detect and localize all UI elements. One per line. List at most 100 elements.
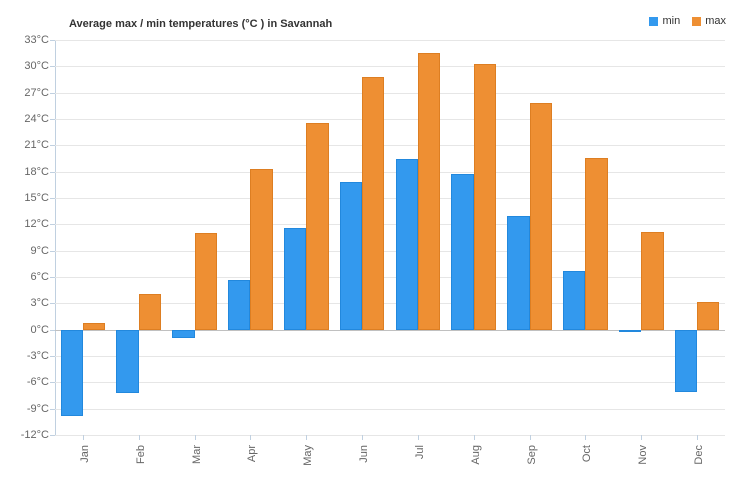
bar-min[interactable] [507,216,529,329]
x-axis-label: Oct [581,445,611,462]
y-tick [50,224,55,225]
bar-max[interactable] [195,233,217,330]
y-tick [50,145,55,146]
y-tick [50,66,55,67]
x-axis-label: May [302,445,332,466]
bar-min[interactable] [619,330,641,332]
y-axis-label: -3°C [27,350,49,362]
bar-max[interactable] [530,103,552,329]
bar-min[interactable] [116,330,138,393]
y-axis-label: 30°C [24,60,49,72]
y-axis-label: 33°C [24,34,49,46]
y-tick [50,119,55,120]
y-axis-label: 21°C [24,139,49,151]
legend-label-min: min [662,15,680,27]
x-tick [195,435,196,440]
gridline [55,198,725,199]
bar-max[interactable] [362,77,384,330]
bar-min[interactable] [172,330,194,338]
gridline [55,356,725,357]
legend-item-min[interactable]: min [649,15,680,27]
bar-max[interactable] [474,64,496,330]
x-tick [418,435,419,440]
x-tick [306,435,307,440]
x-axis-label: Jun [358,445,388,463]
x-axis-label: Jul [414,445,444,459]
bar-max[interactable] [250,169,272,330]
bar-min[interactable] [228,280,250,330]
y-tick [50,40,55,41]
bar-max[interactable] [697,302,719,330]
gridline [55,435,725,436]
legend-item-max[interactable]: max [692,15,726,27]
bar-max[interactable] [139,294,161,330]
x-tick [250,435,251,440]
bar-min[interactable] [284,228,306,330]
x-tick [530,435,531,440]
gridline [55,119,725,120]
bar-min[interactable] [563,271,585,330]
gridline [55,251,725,252]
bar-min[interactable] [340,182,362,329]
y-tick [50,277,55,278]
y-tick [50,93,55,94]
bar-max[interactable] [585,158,607,330]
y-axis-label: -12°C [21,429,49,441]
x-tick [585,435,586,440]
x-axis-label: Nov [637,445,667,465]
y-axis-label: 9°C [31,245,49,257]
y-axis-label: 27°C [24,87,49,99]
y-axis-label: 15°C [24,192,49,204]
y-axis-label: -9°C [27,403,49,415]
gridline [55,172,725,173]
temperature-chart: Average max / min temperatures (°C ) in … [0,0,736,500]
bar-max[interactable] [83,323,105,330]
y-tick [50,409,55,410]
y-tick [50,356,55,357]
y-axis-line [55,40,56,435]
bar-min[interactable] [396,159,418,329]
x-axis-label: Feb [135,445,165,464]
bar-min[interactable] [451,174,473,329]
y-axis-label: 24°C [24,113,49,125]
x-axis-label: Mar [191,445,221,464]
x-axis-label: Apr [246,445,276,462]
x-tick [697,435,698,440]
legend-swatch-min [649,17,658,26]
bar-min[interactable] [61,330,83,416]
x-axis-label: Sep [526,445,556,465]
legend-label-max: max [705,15,726,27]
gridline [55,382,725,383]
legend-swatch-max [692,17,701,26]
gridline [55,224,725,225]
y-tick [50,303,55,304]
y-tick [50,435,55,436]
gridline [55,277,725,278]
y-tick [50,198,55,199]
y-tick [50,251,55,252]
y-axis-label: 18°C [24,166,49,178]
x-tick [139,435,140,440]
legend: min max [649,15,726,27]
chart-title: Average max / min temperatures (°C ) in … [69,18,332,30]
gridline [55,145,725,146]
y-tick [50,172,55,173]
bar-max[interactable] [418,53,440,330]
x-tick [641,435,642,440]
x-axis-label: Jan [79,445,109,463]
y-axis-label: -6°C [27,376,49,388]
bar-min[interactable] [675,330,697,392]
gridline [55,66,725,67]
y-axis-label: 3°C [31,297,49,309]
x-tick [83,435,84,440]
x-axis-label: Dec [693,445,723,465]
y-tick [50,382,55,383]
bar-max[interactable] [641,232,663,329]
y-axis-label: 0°C [31,324,49,336]
y-axis-label: 6°C [31,271,49,283]
gridline [55,93,725,94]
bar-max[interactable] [306,123,328,330]
gridline [55,40,725,41]
gridline [55,409,725,410]
plot-area: -12°C-9°C-6°C-3°C0°C3°C6°C9°C12°C15°C18°… [55,40,725,470]
